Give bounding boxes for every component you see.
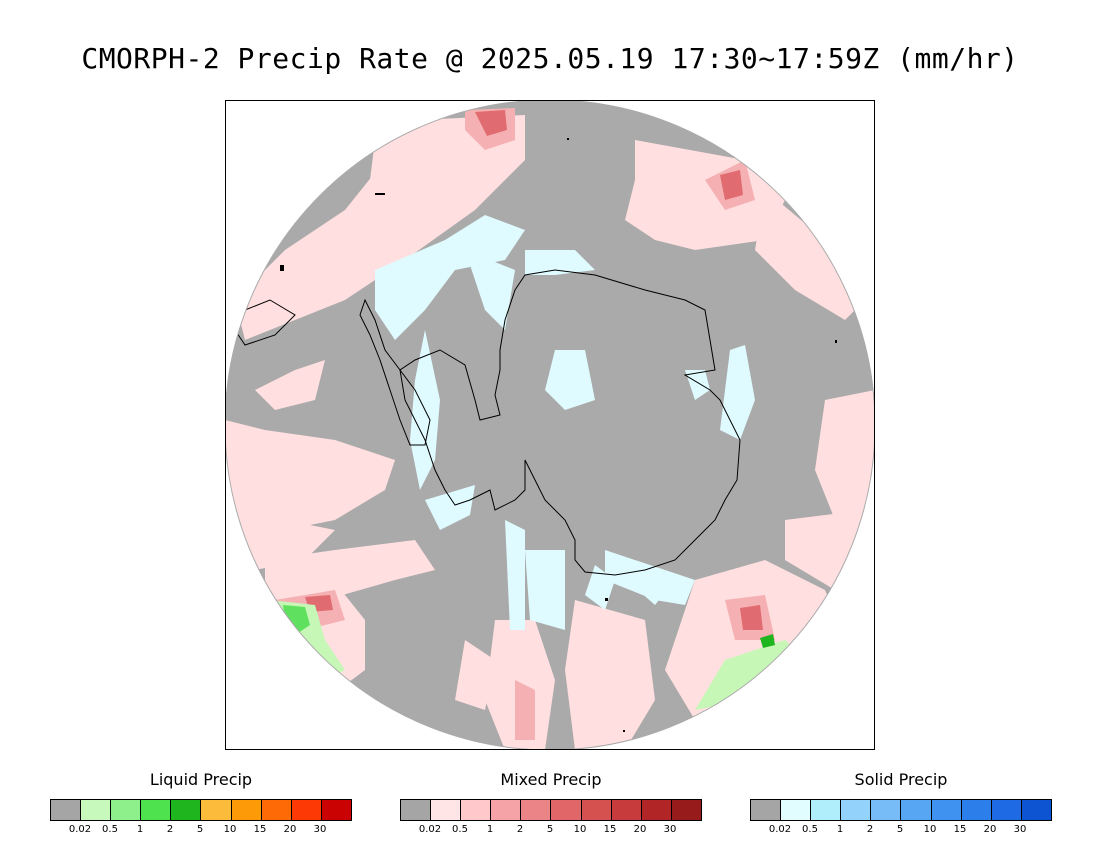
map-border [225, 100, 875, 750]
legend-mixed: Mixed Precip 0.02 0.5 1 2 5 10 15 20 30 [400, 770, 702, 838]
legend-tick-label: 1 [836, 824, 844, 835]
legend-tick-label: 20 [283, 824, 297, 835]
legend-swatch [261, 800, 292, 820]
legend-tick-label: 0.02 [68, 824, 92, 835]
legend-tick-label: 0.5 [102, 824, 118, 835]
legend-swatch [1021, 800, 1051, 820]
legend-swatch [111, 800, 142, 820]
legend-swatch [641, 800, 672, 820]
legend-tick-label: 0.5 [452, 824, 468, 835]
legend-swatch [321, 800, 351, 820]
legend-swatch [551, 800, 582, 820]
legend-swatch [961, 800, 992, 820]
legend-tick-label: 10 [923, 824, 937, 835]
legend-tick-label: 15 [253, 824, 267, 835]
legend-swatch [291, 800, 322, 820]
legend-title-liquid: Liquid Precip [149, 770, 253, 789]
legend-tick-label: 2 [516, 824, 524, 835]
legend-tick-label: 20 [633, 824, 647, 835]
legend-swatch [201, 800, 232, 820]
legend-tick-label: 2 [166, 824, 174, 835]
legend-swatch [491, 800, 522, 820]
legend-ticks-mixed: 0.02 0.5 1 2 5 10 15 20 30 [400, 824, 702, 838]
polar-precip-map [225, 100, 875, 750]
legend-swatches-solid [750, 799, 1052, 821]
legend-tick-label: 30 [663, 824, 677, 835]
legend-swatch [581, 800, 612, 820]
legend-swatch [521, 800, 552, 820]
legend-swatch [51, 800, 82, 820]
legend-swatch [611, 800, 642, 820]
legend-tick-label: 5 [546, 824, 554, 835]
legend-ticks-solid: 0.02 0.5 1 2 5 10 15 20 30 [750, 824, 1052, 838]
legend-swatch [461, 800, 492, 820]
legend-tick-label: 30 [1013, 824, 1027, 835]
legend-swatch [901, 800, 932, 820]
legend-swatch [81, 800, 112, 820]
legend-swatch [171, 800, 202, 820]
legend-tick-label: 0.02 [418, 824, 442, 835]
legend-swatch [871, 800, 902, 820]
legend-swatch [671, 800, 701, 820]
legend-tick-label: 0.02 [768, 824, 792, 835]
legend-swatch [931, 800, 962, 820]
legend-tick-label: 5 [196, 824, 204, 835]
legend-swatch [811, 800, 842, 820]
legend-swatch [841, 800, 872, 820]
legend-tick-label: 15 [603, 824, 617, 835]
legend-title-solid: Solid Precip [854, 770, 948, 789]
legend-swatch [401, 800, 432, 820]
legend-swatch [231, 800, 262, 820]
legend-swatches-mixed [400, 799, 702, 821]
legend-tick-label: 10 [573, 824, 587, 835]
island-marks [280, 138, 837, 732]
map-svg [225, 100, 875, 750]
legend-ticks-liquid: 0.02 0.5 1 2 5 10 15 20 30 [50, 824, 352, 838]
legend-tick-label: 10 [223, 824, 237, 835]
map-title: CMORPH-2 Precip Rate @ 2025.05.19 17:30~… [81, 42, 1019, 75]
legend-swatch [781, 800, 812, 820]
legend-swatch [141, 800, 172, 820]
legend-tick-label: 2 [866, 824, 874, 835]
legend-solid: Solid Precip 0.02 0.5 1 2 5 10 15 20 30 [750, 770, 1052, 838]
legend-tick-label: 0.5 [802, 824, 818, 835]
legend-tick-label: 15 [953, 824, 967, 835]
legend-liquid: Liquid Precip 0.02 0.5 1 2 5 10 15 20 30 [50, 770, 352, 838]
legend-tick-label: 5 [896, 824, 904, 835]
legend-tick-label: 20 [983, 824, 997, 835]
legend-tick-label: 1 [136, 824, 144, 835]
legend-tick-label: 1 [486, 824, 494, 835]
legend-swatch [991, 800, 1022, 820]
legend-tick-label: 30 [313, 824, 327, 835]
legend-swatches-liquid [50, 799, 352, 821]
legend-title-mixed: Mixed Precip [500, 770, 602, 789]
legend-swatch [431, 800, 462, 820]
legend-swatch [751, 800, 782, 820]
